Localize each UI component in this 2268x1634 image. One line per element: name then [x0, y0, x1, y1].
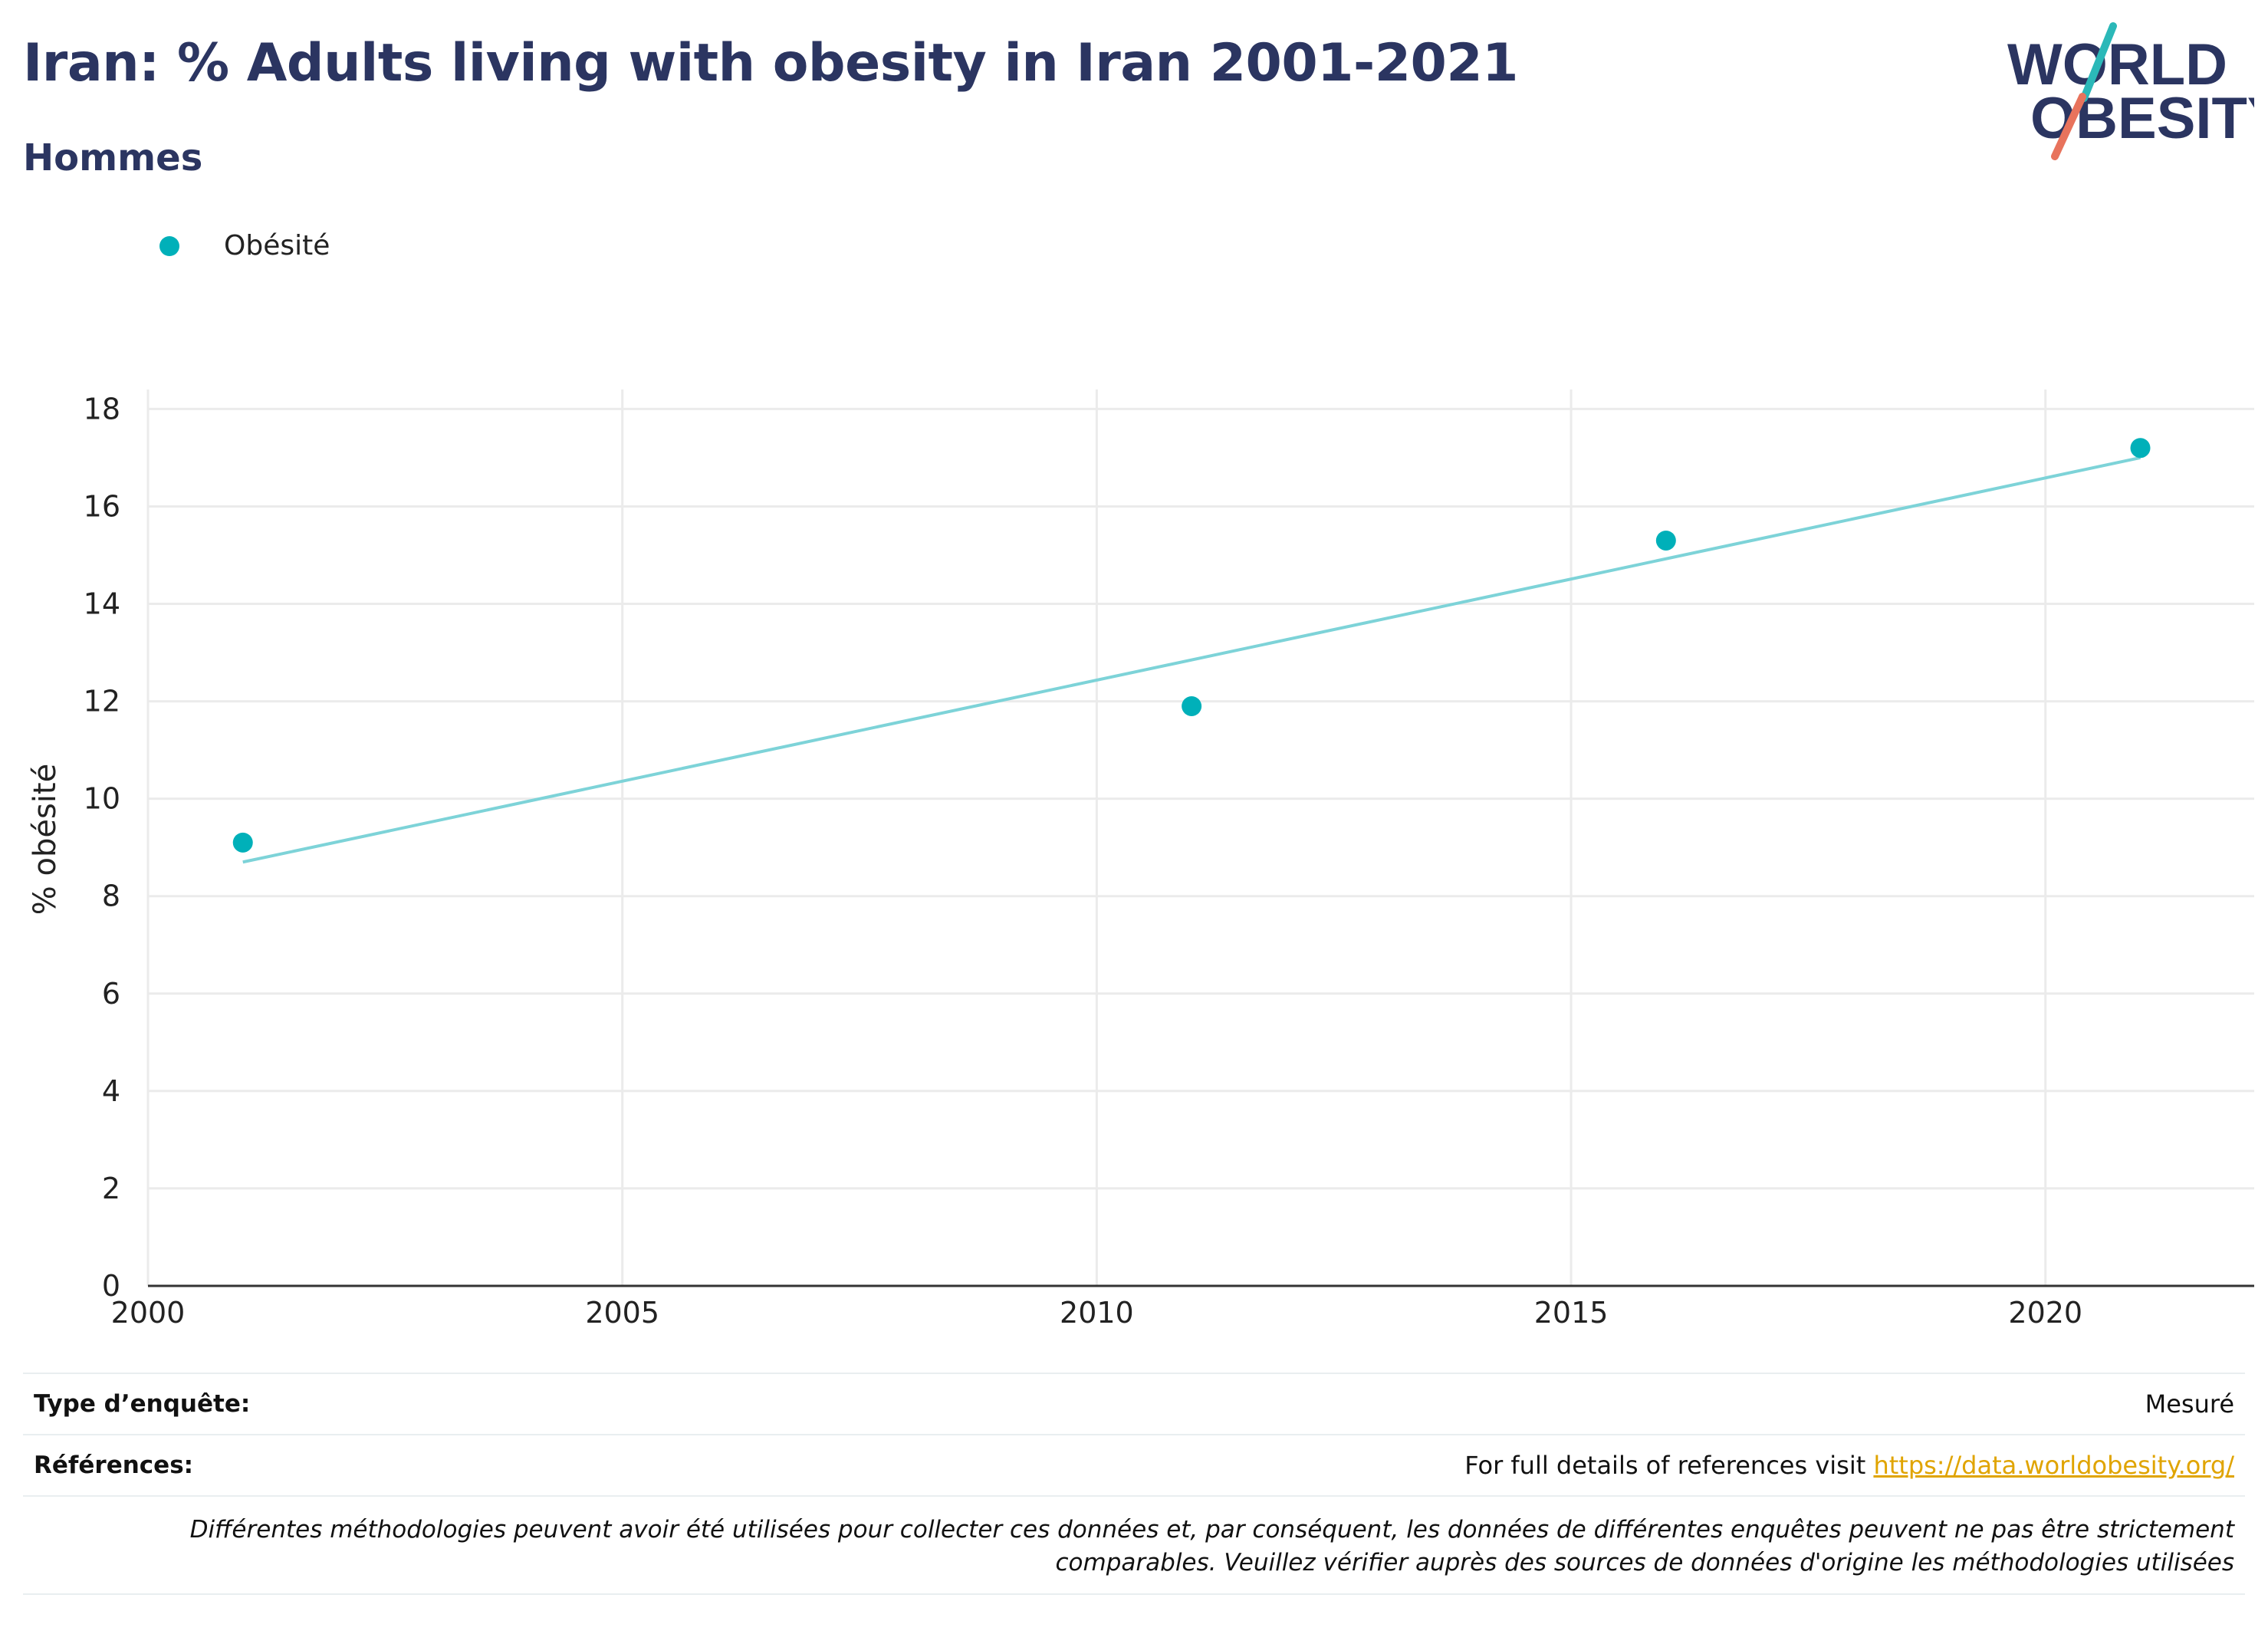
- data-point: [2130, 438, 2151, 459]
- methodology-disclaimer: Différentes méthodologies peuvent avoir …: [23, 1495, 2245, 1595]
- y-tick-label: 18: [84, 392, 120, 426]
- trend-line: [242, 455, 2141, 864]
- y-tick-label: 10: [84, 782, 120, 816]
- chart-legend: Obésité: [159, 230, 330, 261]
- logo-word-obesity: OBESITY: [2030, 86, 2254, 151]
- chart-title: Iran: % Adults living with obesity in Ir…: [23, 33, 1518, 94]
- legend-label: Obésité: [224, 230, 330, 261]
- x-tick-label: 2005: [585, 1296, 659, 1330]
- chart-footer: Type d’enquête: Mesuré Références: For f…: [23, 1373, 2245, 1595]
- footer-survey-type-row: Type d’enquête: Mesuré: [23, 1373, 2245, 1434]
- y-axis-title: % obésité: [28, 764, 63, 915]
- references-text: For full details of references visit: [1464, 1451, 1874, 1480]
- y-tick-label: 6: [102, 977, 120, 1011]
- logo-coral-slash: [2051, 93, 2086, 160]
- y-tick-label: 14: [84, 587, 120, 621]
- disclaimer-line-2: comparables. Veuillez vérifier auprès de…: [1055, 1548, 2234, 1576]
- data-point: [232, 832, 253, 853]
- chart-plot: 0 2 4 6 8 10 12 14 16 18 2000 2005 2010 2015 2020 % obé…: [28, 390, 2254, 1330]
- logo-teal-slash: [2080, 22, 2117, 102]
- y-tick-label: 0: [102, 1269, 120, 1303]
- y-tick-label: 2: [102, 1172, 120, 1205]
- x-tick-label: 2000: [111, 1296, 186, 1330]
- footer-references-row: Références: For full details of referenc…: [23, 1434, 2245, 1495]
- survey-type-label: Type d’enquête:: [34, 1390, 251, 1418]
- logo-word-world: WORLD: [2007, 32, 2227, 97]
- x-tick-label: 2015: [1534, 1296, 1609, 1330]
- y-tick-label: 8: [102, 879, 120, 913]
- survey-type-value: Mesuré: [2145, 1389, 2234, 1419]
- disclaimer-line-1: Différentes méthodologies peuvent avoir …: [189, 1516, 2234, 1544]
- y-tick-label: 12: [84, 685, 120, 718]
- references-label: Références:: [34, 1452, 194, 1479]
- data-point: [1655, 530, 1676, 551]
- world-obesity-logo: WORLD OBESITY: [2007, 22, 2254, 160]
- references-link[interactable]: https://data.worldobesity.org/: [1873, 1451, 2234, 1480]
- y-tick-label: 4: [102, 1074, 120, 1108]
- references-value: For full details of references visit htt…: [1464, 1451, 2234, 1480]
- chart-subtitle: Hommes: [23, 136, 203, 179]
- x-tick-label: 2020: [2008, 1296, 2082, 1330]
- y-tick-label: 16: [84, 489, 120, 523]
- legend-marker-icon: [159, 235, 179, 256]
- data-point: [1182, 695, 1202, 716]
- x-tick-label: 2010: [1060, 1296, 1134, 1330]
